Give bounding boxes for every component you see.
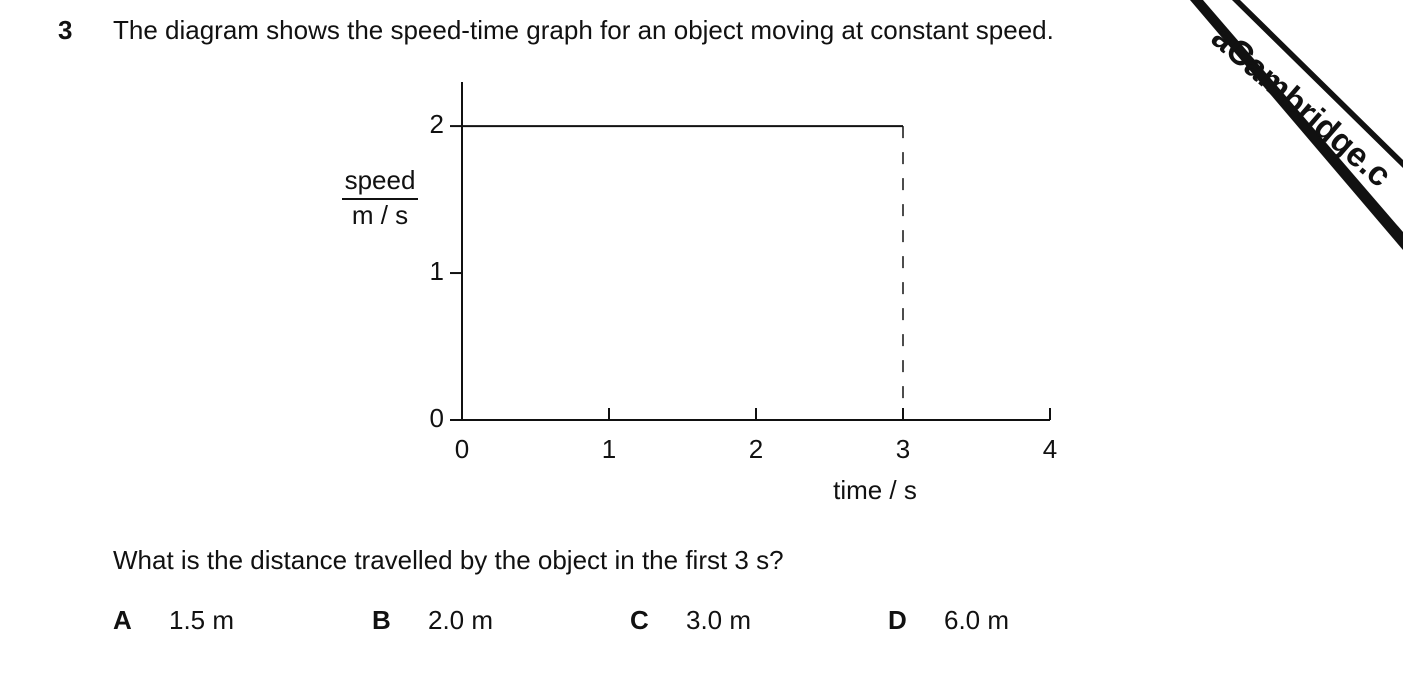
question-prompt: What is the distance travelled by the ob… xyxy=(113,545,784,575)
option-letter: A xyxy=(113,605,132,635)
option-letter: C xyxy=(630,605,649,635)
x-tick-label: 3 xyxy=(896,434,910,464)
option-letter: B xyxy=(372,605,391,635)
option-text: 6.0 m xyxy=(944,605,1009,635)
watermark-band xyxy=(1190,0,1403,250)
x-tick-label: 4 xyxy=(1043,434,1057,464)
y-label-bottom: m / s xyxy=(352,200,408,230)
watermark-inner xyxy=(1203,0,1403,232)
option-text: 1.5 m xyxy=(169,605,234,635)
y-tick-label: 1 xyxy=(430,256,444,286)
watermark: aCambridge.c xyxy=(1190,0,1403,250)
option-letter: D xyxy=(888,605,907,635)
question-text: The diagram shows the speed-time graph f… xyxy=(113,15,1054,45)
option-text: 3.0 m xyxy=(686,605,751,635)
watermark-text: aCambridge.c xyxy=(1204,18,1399,194)
question-number: 3 xyxy=(58,15,72,45)
x-tick-label: 1 xyxy=(602,434,616,464)
x-label: time / s xyxy=(833,475,917,505)
y-tick-label: 0 xyxy=(430,403,444,433)
x-tick-label: 2 xyxy=(749,434,763,464)
y-label-top: speed xyxy=(345,165,416,195)
y-tick-label: 2 xyxy=(430,109,444,139)
x-tick-label: 0 xyxy=(455,434,469,464)
option-text: 2.0 m xyxy=(428,605,493,635)
